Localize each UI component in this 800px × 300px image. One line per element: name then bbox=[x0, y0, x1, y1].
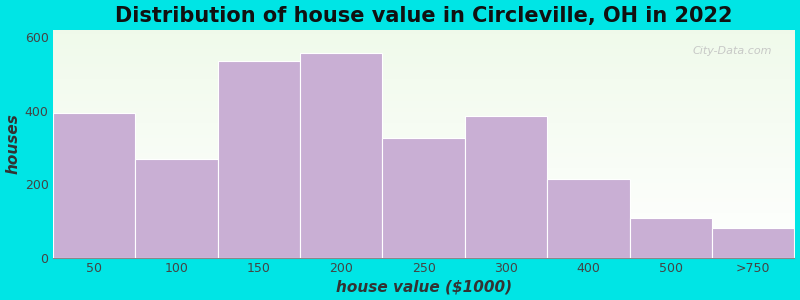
Title: Distribution of house value in Circleville, OH in 2022: Distribution of house value in Circlevil… bbox=[115, 6, 732, 26]
Bar bbox=[218, 61, 300, 258]
Bar bbox=[465, 116, 547, 258]
Bar bbox=[135, 160, 218, 258]
Bar bbox=[547, 179, 630, 258]
X-axis label: house value ($1000): house value ($1000) bbox=[335, 279, 512, 294]
Bar bbox=[300, 53, 382, 258]
Y-axis label: houses: houses bbox=[6, 114, 21, 174]
Text: City-Data.com: City-Data.com bbox=[693, 46, 772, 56]
Bar bbox=[53, 113, 135, 258]
Bar bbox=[712, 228, 794, 258]
Bar bbox=[382, 139, 465, 258]
Bar bbox=[630, 218, 712, 258]
